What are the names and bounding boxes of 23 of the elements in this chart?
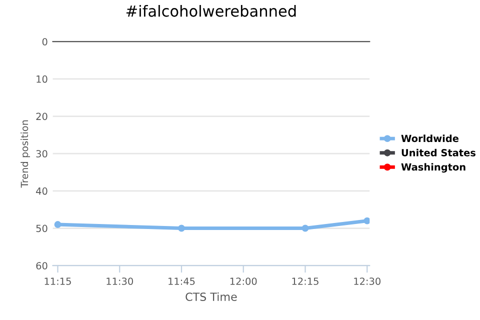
y-tick-label: 30 [36,150,48,158]
legend-label: Worldwide [401,134,458,142]
x-tick-label: 12:30 [354,278,380,285]
x-tick-label: 11:30 [106,278,133,285]
y-axis-title: Trend position [20,120,30,188]
x-tick-label: 12:00 [230,278,257,285]
legend-label: United States [402,148,476,156]
point [302,224,309,232]
legend-label: Washington [401,163,466,173]
x-tick-label: 11:15 [44,278,71,285]
x-axis-title: CTS Time [186,292,237,301]
y-tick-label: 20 [36,112,48,120]
point [178,224,185,232]
chart-title: #ifalcoholwerebanned [126,4,296,17]
y-tick-label: 40 [36,187,48,195]
y-tick-label: 60 [36,262,48,270]
x-tick-label: 12:15 [292,278,318,285]
x-tick-label: 11:45 [168,278,195,285]
y-tick-label: 10 [36,75,48,83]
y-tick-label: 50 [36,224,48,232]
point [364,217,370,224]
y-tick-label: 0 [42,38,48,46]
point [54,221,62,228]
